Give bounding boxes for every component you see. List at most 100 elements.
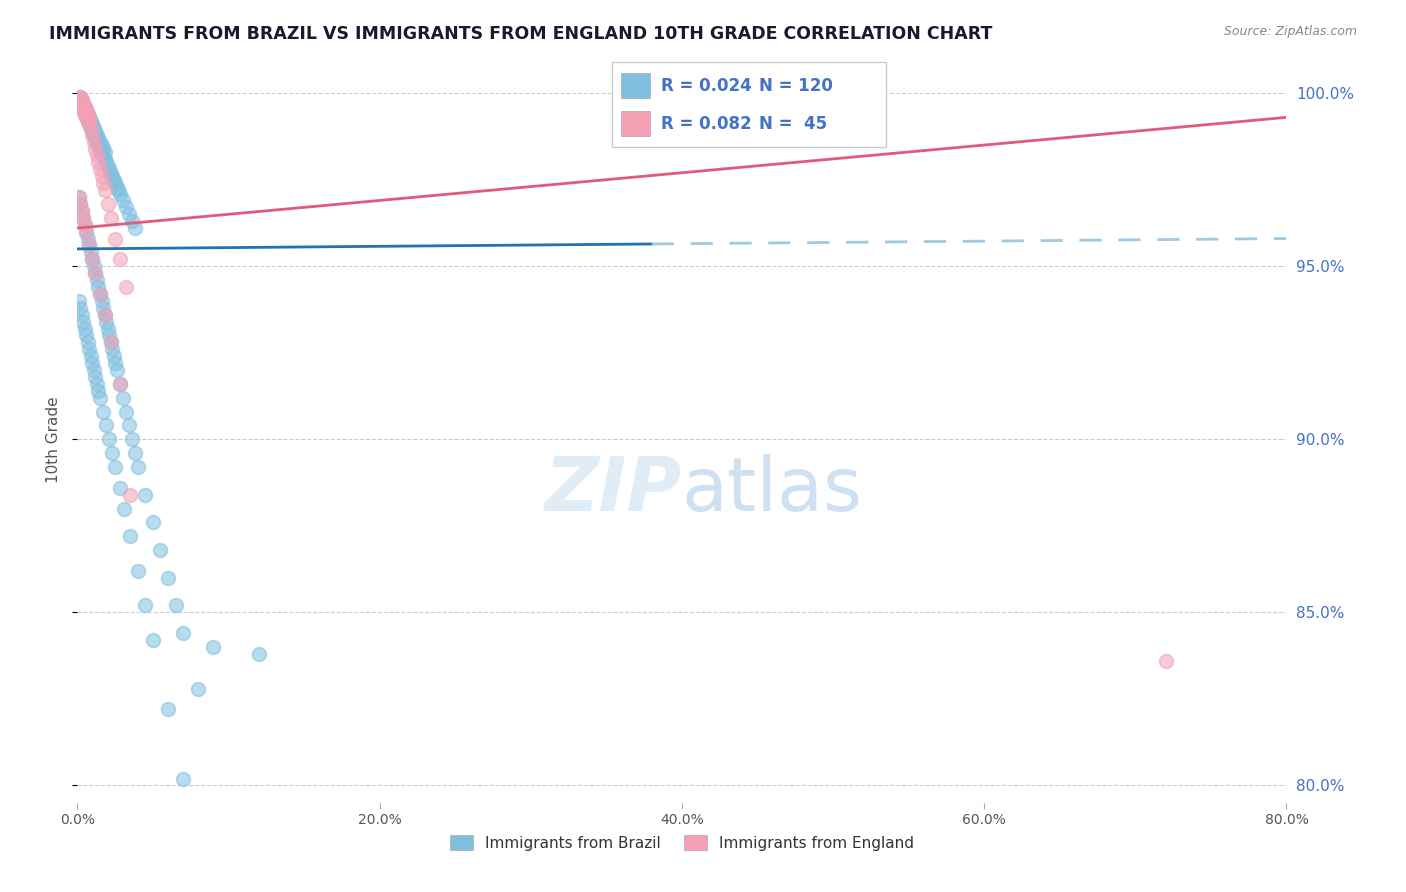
- Point: [108, 252, 131, 267]
- Point: [79, 343, 101, 357]
- Point: [75, 103, 97, 118]
- Point: [86, 273, 108, 287]
- Point: [72, 211, 94, 225]
- Point: [72, 103, 94, 118]
- Point: [82, 128, 104, 142]
- Point: [96, 197, 118, 211]
- Point: [80, 349, 103, 363]
- Point: [70, 203, 93, 218]
- Text: ZIP: ZIP: [544, 454, 682, 526]
- Point: [83, 120, 105, 135]
- Point: [84, 370, 107, 384]
- Point: [67, 293, 90, 308]
- Point: [172, 772, 194, 786]
- Point: [87, 138, 110, 153]
- Point: [100, 166, 122, 180]
- Point: [77, 231, 100, 245]
- Point: [90, 293, 112, 308]
- Text: N =  45: N = 45: [759, 115, 827, 133]
- Point: [70, 93, 93, 107]
- Point: [94, 155, 117, 169]
- Point: [75, 328, 97, 343]
- Point: [91, 141, 114, 155]
- Point: [124, 446, 146, 460]
- Point: [94, 315, 117, 329]
- Point: [72, 96, 94, 111]
- Point: [157, 571, 180, 585]
- Point: [79, 238, 101, 252]
- Point: [93, 308, 115, 322]
- Point: [134, 599, 156, 613]
- Point: [103, 349, 125, 363]
- Point: [93, 145, 115, 159]
- Point: [72, 211, 94, 225]
- Point: [187, 681, 209, 696]
- Point: [98, 328, 121, 343]
- Point: [101, 169, 124, 184]
- Point: [73, 107, 96, 121]
- Point: [67, 190, 90, 204]
- Point: [70, 203, 93, 218]
- Point: [77, 113, 100, 128]
- Point: [79, 111, 101, 125]
- Point: [83, 128, 105, 142]
- Point: [82, 252, 104, 267]
- Point: [121, 432, 143, 446]
- Point: [84, 141, 107, 155]
- Point: [79, 238, 101, 252]
- Point: [79, 111, 101, 125]
- Legend: Immigrants from Brazil, Immigrants from England: Immigrants from Brazil, Immigrants from …: [444, 830, 920, 857]
- Point: [89, 141, 111, 155]
- Point: [121, 214, 143, 228]
- Point: [114, 404, 136, 418]
- Point: [96, 159, 118, 173]
- Text: IMMIGRANTS FROM BRAZIL VS IMMIGRANTS FROM ENGLAND 10TH GRADE CORRELATION CHART: IMMIGRANTS FROM BRAZIL VS IMMIGRANTS FRO…: [49, 25, 993, 43]
- Point: [72, 315, 94, 329]
- Point: [84, 266, 107, 280]
- Point: [84, 266, 107, 280]
- Point: [108, 376, 131, 391]
- Point: [80, 120, 103, 135]
- Point: [70, 100, 93, 114]
- Point: [80, 113, 103, 128]
- Point: [72, 96, 94, 111]
- Point: [91, 404, 114, 418]
- Point: [127, 460, 149, 475]
- Point: [86, 148, 108, 162]
- Point: [70, 100, 93, 114]
- Text: Source: ZipAtlas.com: Source: ZipAtlas.com: [1223, 25, 1357, 38]
- Point: [69, 96, 91, 111]
- Point: [107, 183, 129, 197]
- Point: [87, 155, 110, 169]
- Point: [87, 131, 110, 145]
- Point: [98, 162, 121, 177]
- Point: [91, 148, 114, 162]
- Point: [89, 286, 111, 301]
- Point: [1154, 654, 1177, 668]
- Point: [94, 418, 117, 433]
- Point: [69, 96, 91, 111]
- Point: [93, 183, 115, 197]
- Point: [72, 103, 94, 118]
- Point: [69, 197, 91, 211]
- Point: [101, 343, 124, 357]
- Point: [108, 376, 131, 391]
- Point: [83, 259, 105, 273]
- Point: [73, 218, 96, 232]
- Point: [149, 543, 172, 558]
- Point: [93, 308, 115, 322]
- Point: [91, 176, 114, 190]
- Point: [80, 120, 103, 135]
- Point: [90, 138, 112, 153]
- Point: [70, 308, 93, 322]
- Point: [75, 111, 97, 125]
- Point: [87, 384, 110, 398]
- Point: [100, 211, 122, 225]
- Point: [75, 225, 97, 239]
- Point: [73, 107, 96, 121]
- Point: [93, 152, 115, 166]
- Point: [104, 356, 127, 370]
- Point: [75, 225, 97, 239]
- Point: [73, 321, 96, 335]
- Point: [73, 100, 96, 114]
